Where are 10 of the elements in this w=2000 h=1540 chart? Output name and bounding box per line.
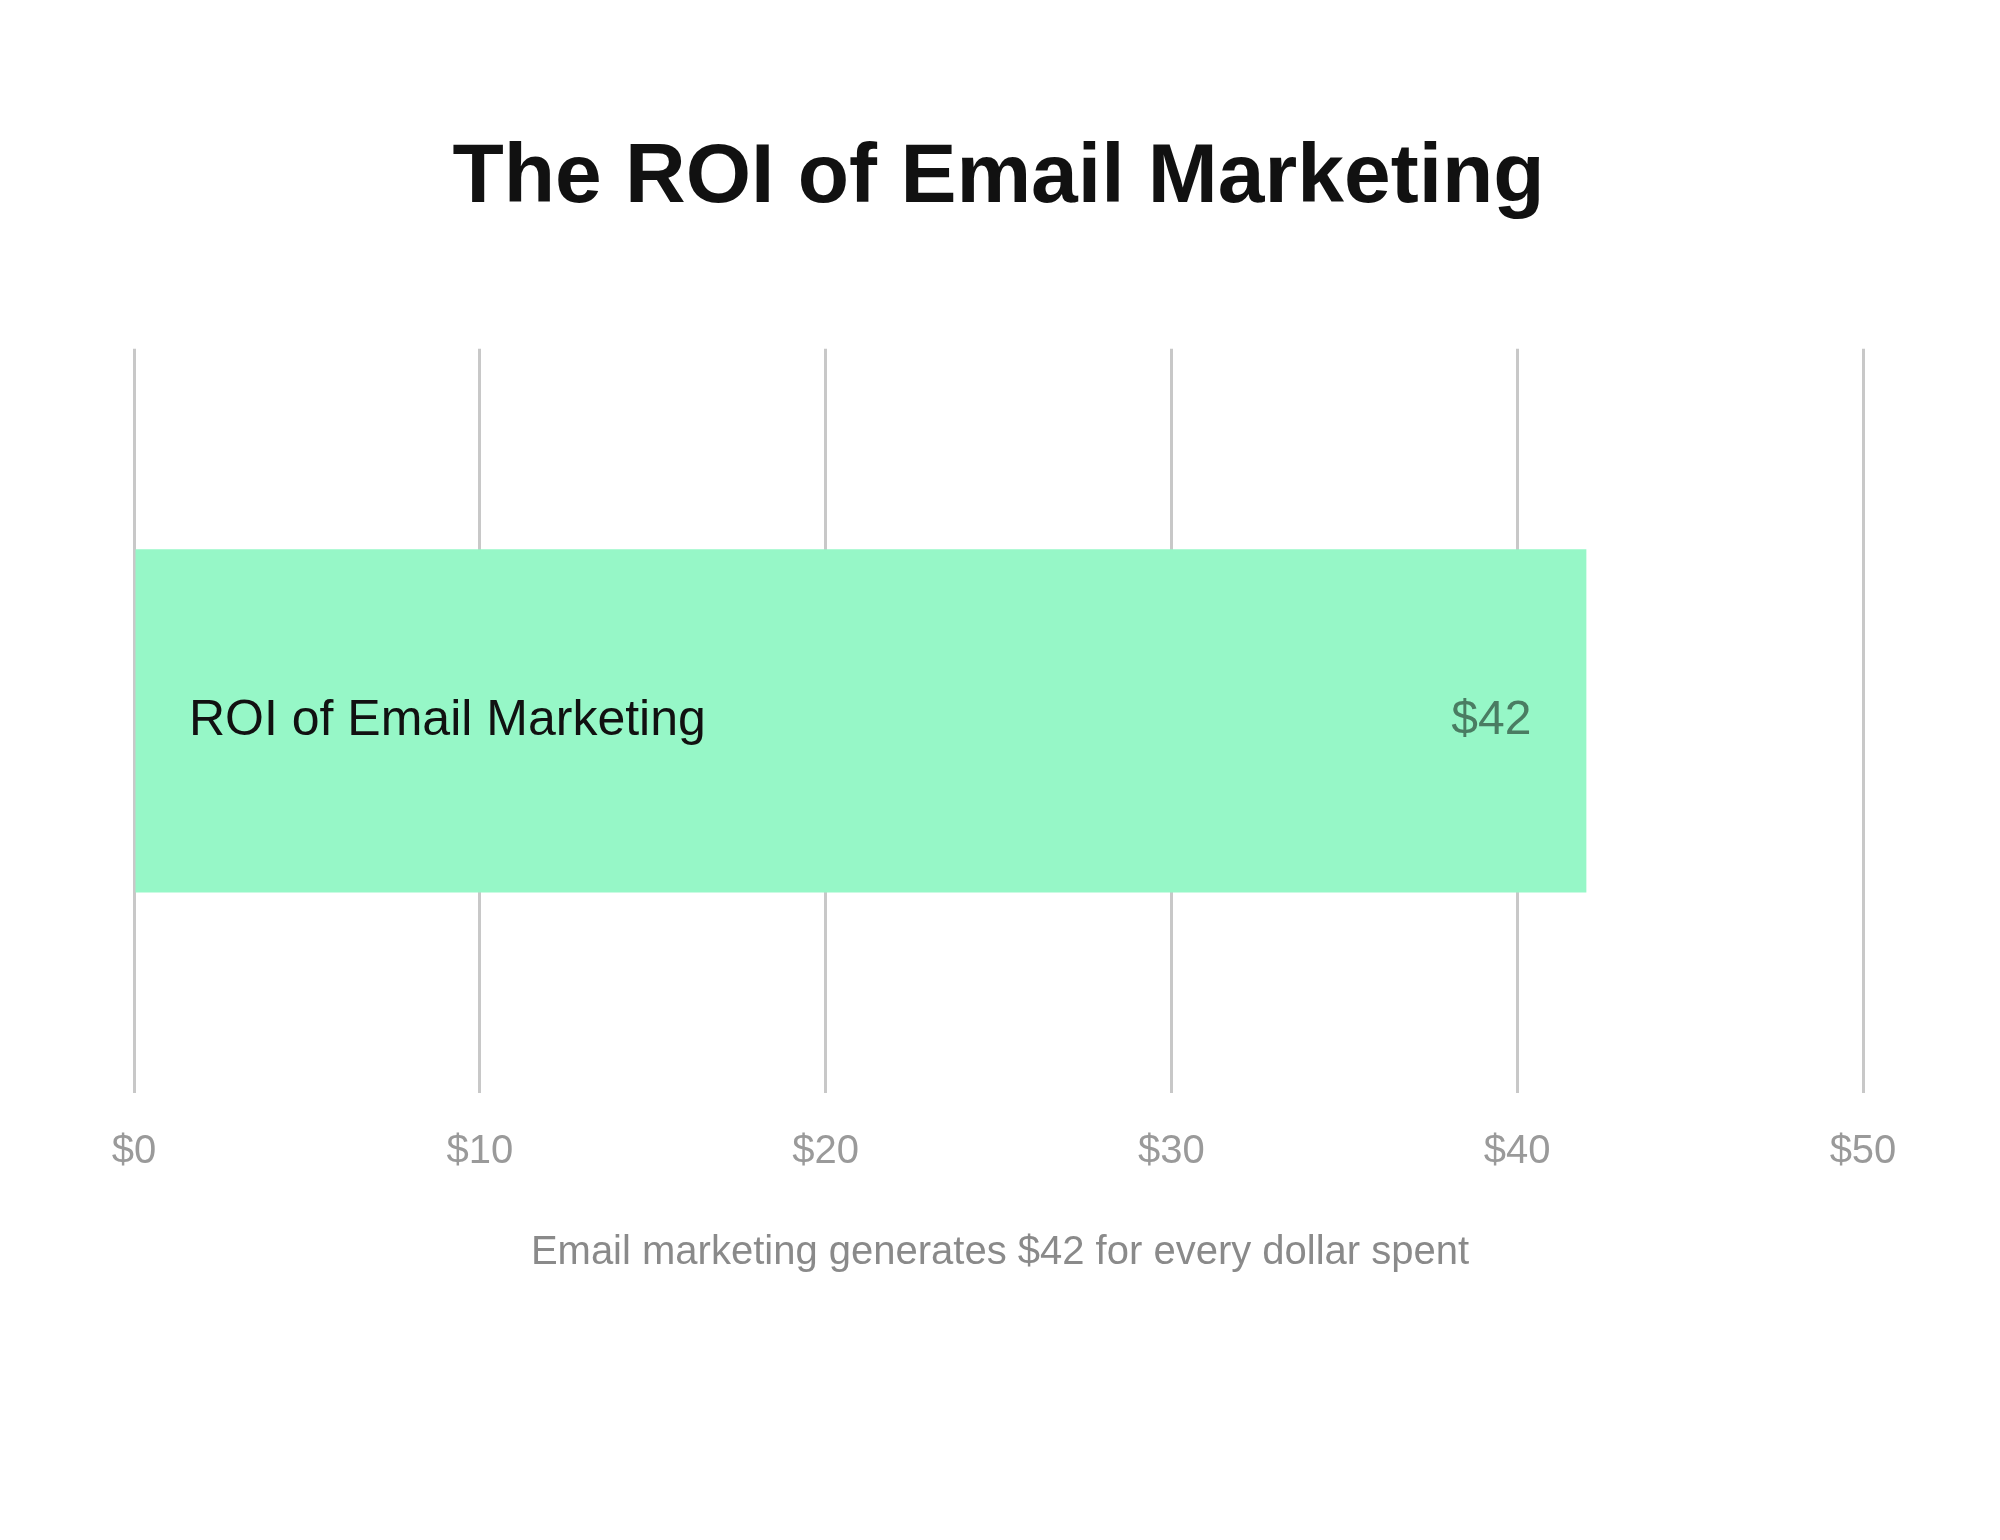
y-tick-label: ROI of Email Marketing (189, 689, 706, 746)
chart-title: The ROI of Email Marketing (452, 125, 1545, 220)
x-tick-label: $10 (446, 1127, 514, 1172)
x-tick-label: $50 (1829, 1127, 1897, 1172)
x-tick-label: $20 (792, 1127, 859, 1172)
text: Email marketing generates $42 for every dollar spent (530, 1228, 1470, 1273)
x-tick-label: $0 (111, 1127, 157, 1172)
data-label: $42 (1451, 691, 1532, 745)
x-tick-label: $30 (1138, 1127, 1205, 1172)
x-tick-label: $40 (1483, 1127, 1551, 1172)
